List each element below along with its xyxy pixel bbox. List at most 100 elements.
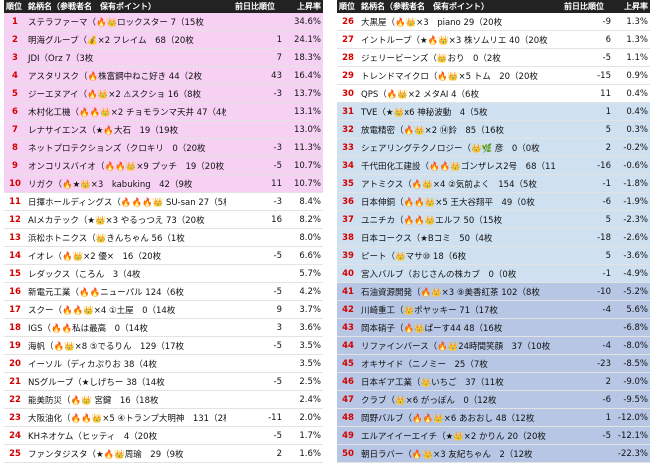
rank-cell: 15 [4, 264, 26, 283]
prev-rank-change-cell: -9 [555, 13, 613, 31]
stock-name-cell: 海帆（🔥👑×8 ⑤でるりん 129（17枚 [26, 336, 226, 355]
rise-rate-cell: 10.7% [284, 156, 323, 175]
rise-rate-cell: 34.6% [284, 13, 323, 31]
rank-cell: 48 [337, 408, 359, 427]
rise-rate-cell: -2.3% [613, 210, 650, 229]
stock-name-cell: 新電元工業（🔥🔥ニューパル 124（6枚 [26, 282, 226, 301]
prev-rank-change-cell [226, 228, 284, 247]
rise-rate-cell: 0.3% [613, 120, 650, 139]
rise-rate-cell: 3.6% [284, 318, 323, 337]
table-row: 38 日本コークス（★Bコミ 50（4枚 -18 -2.6% [337, 228, 650, 247]
prev-rank-change-cell: 11 [226, 174, 284, 193]
rise-rate-cell: 3.5% [284, 336, 323, 355]
rise-rate-cell: 0.9% [613, 66, 650, 85]
stock-name-cell: 宮入バルブ（おじさんの株カブ 0（0枚 [359, 264, 555, 283]
table-row: 42 川崎重工（👑ポヤッキー 71（17枚 -4 5.6% [337, 300, 650, 319]
rise-rate-cell: 2.5% [284, 372, 323, 391]
prev-rank-change-cell: -10 [555, 282, 613, 301]
stock-name-cell: 日本コークス（★Bコミ 50（4枚 [359, 228, 555, 247]
rise-rate-cell: -22.3% [613, 444, 650, 463]
prev-rank-change-cell [226, 354, 284, 373]
stock-name-cell: トレンドマイクロ（🔥👑×5 トム 20（20枚 [359, 66, 555, 85]
table-row: 16 新電元工業（🔥🔥ニューパル 124（6枚 -5 4.2% [4, 282, 323, 301]
table-row: 44 リファインバース（🔥👑24時間笑顔 37（10枚 -4 -8.0% [337, 336, 650, 355]
stock-name-cell: ユニチカ（🔥🔥👑エルフ 50（15枚 [359, 210, 555, 229]
stock-name-cell: 岡本硝子（🔥👑ぱーす44 48（16枚 [359, 318, 555, 337]
rank-cell: 47 [337, 390, 359, 409]
prev-rank-change-cell: 2 [226, 444, 284, 463]
rank-cell: 19 [4, 336, 26, 355]
stock-name-cell: 石油資源開発（🔥👑×3 ⑨美香紅茶 102（8枚 [359, 282, 555, 301]
prev-rank-change-cell: 11 [555, 84, 613, 103]
table-row: 30 QPS（🔥👑×2 メタAI 4（6枚 11 0.4% [337, 84, 650, 103]
rank-cell: 35 [337, 174, 359, 193]
rank-cell: 12 [4, 210, 26, 229]
table-row: 23 大阪油化（🔥🔥👑×5 ④トランプ大明神 131（2枚 -11 2.0% [4, 408, 323, 427]
prev-rank-change-cell: 6 [555, 30, 613, 49]
stock-name-cell: 川崎重工（👑ポヤッキー 71（17枚 [359, 300, 555, 319]
rise-rate-cell: 1.6% [284, 444, 323, 463]
prev-rank-change-cell: -4 [555, 336, 613, 355]
rise-rate-cell: -0.2% [613, 138, 650, 157]
table-row: 24 KHネオケム（ヒッティ 4（20枚 -5 1.7% [4, 426, 323, 445]
rise-rate-cell: 18.3% [284, 48, 323, 67]
rise-rate-cell: 8.2% [284, 210, 323, 229]
table-header: 順位 銘柄名（参戦者名 保有ポイント） 前日比順位 上昇率 [4, 0, 323, 13]
rank-cell: 36 [337, 192, 359, 211]
header-prev: 前日比順位 [226, 0, 284, 13]
rise-rate-cell: 3.7% [284, 300, 323, 319]
rise-rate-cell: -5.2% [613, 282, 650, 301]
prev-rank-change-cell: -23 [555, 354, 613, 373]
rank-cell: 44 [337, 336, 359, 355]
prev-rank-change-cell: -5 [555, 426, 613, 445]
stock-name-cell: ステラファーマ（🔥👑ロックスター 7（15枚 [26, 13, 226, 31]
rank-cell: 21 [4, 372, 26, 391]
stock-name-cell: QPS（🔥👑×2 メタAI 4（6枚 [359, 84, 555, 103]
stock-name-cell: スクー（🔥🔥👑×4 ①土屋 0（14枚 [26, 300, 226, 319]
prev-rank-change-cell: 5 [555, 210, 613, 229]
table-row: 28 ジェリービーンズ（👑おり 0（2枚 -5 1.1% [337, 48, 650, 67]
stock-name-cell: リファインバース（🔥👑24時間笑顔 37（10枚 [359, 336, 555, 355]
table-row: 18 IGS（🔥🔥私は最高 0（14枚 3 3.6% [4, 318, 323, 337]
rise-rate-cell: 8.4% [284, 192, 323, 211]
prev-rank-change-cell [555, 318, 613, 337]
rank-cell: 42 [337, 300, 359, 319]
table-row: 35 アトミクス（🔥👑×4 ②気前よく 154（5枚 -1 -1.8% [337, 174, 650, 193]
rank-cell: 37 [337, 210, 359, 229]
rank-cell: 23 [4, 408, 26, 427]
rise-rate-cell: -4.9% [613, 264, 650, 283]
prev-rank-change-cell: -3 [226, 192, 284, 211]
rise-rate-cell: -8.0% [613, 336, 650, 355]
table-row: 36 日本伸銅（🔥🔥👑×5 王大谷翔平 49（0枚 -6 -1.9% [337, 192, 650, 211]
table-row: 33 シェアリングテクノロジー（👑🌿 彦 0（0枚 2 -0.2% [337, 138, 650, 157]
rank-cell: 34 [337, 156, 359, 175]
prev-rank-change-cell: 7 [226, 48, 284, 67]
rise-rate-cell: -1.9% [613, 192, 650, 211]
prev-rank-change-cell: -1 [555, 174, 613, 193]
rise-rate-cell: -12.1% [613, 426, 650, 445]
rank-cell: 7 [4, 120, 26, 139]
table-row: 9 オンコリスバイオ（🔥🔥👑×9 プッチ 19（20枚 -5 10.7% [4, 156, 323, 175]
header-name: 銘柄名（参戦者名 保有ポイント） [359, 0, 555, 13]
stock-name-cell: 能美防災（🔥👑 宮鍵 16（18枚 [26, 390, 226, 409]
stock-name-cell: 大黒屋（🔥👑×3 piano 29（20枚 [359, 13, 555, 31]
stock-name-cell: 千代田化工建設（🔥🔥👑ゴンザレス2号 68（11枚 [359, 156, 555, 175]
rank-cell: 24 [4, 426, 26, 445]
stock-name-cell: 朝日ラバー（🔥👑×3 友紀ちゃん 2（12枚 [359, 444, 555, 463]
table-row: 25 ファンタジスタ（★🔥👑周瑜 29（9枚 2 1.6% [4, 444, 323, 463]
prev-rank-change-cell: -5 [226, 426, 284, 445]
table-row: 47 クラブ（👑×6 がっぽん 0（12枚 -6 -9.5% [337, 390, 650, 409]
table-row: 40 宮入バルブ（おじさんの株カブ 0（0枚 -1 -4.9% [337, 264, 650, 283]
rank-cell: 28 [337, 48, 359, 67]
rise-rate-cell: -3.6% [613, 246, 650, 265]
stock-name-cell: TVE（★👑x6 神秘波動 4（5枚 [359, 102, 555, 121]
prev-rank-change-cell [226, 13, 284, 31]
stock-name-cell: 日揮ホールディングス（🔥🔥🔥👑 SU-san 27（5枚 [26, 192, 226, 211]
ranking-table-left: 順位 銘柄名（参戦者名 保有ポイント） 前日比順位 上昇率 1 ステラファーマ（🔥… [4, 0, 323, 463]
table-row: 6 木村化工機（🔥🔥👑×2 チョモランマ天井 47（4枚 13.1% [4, 102, 323, 121]
header-prev: 前日比順位 [555, 0, 613, 13]
table-row: 3 JDI（Orz 7（3枚 7 18.3% [4, 48, 323, 67]
prev-rank-change-cell: -5 [555, 48, 613, 67]
prev-rank-change-cell: 5 [555, 120, 613, 139]
table-row: 29 トレンドマイクロ（🔥👑×5 トム 20（20枚 -15 0.9% [337, 66, 650, 85]
